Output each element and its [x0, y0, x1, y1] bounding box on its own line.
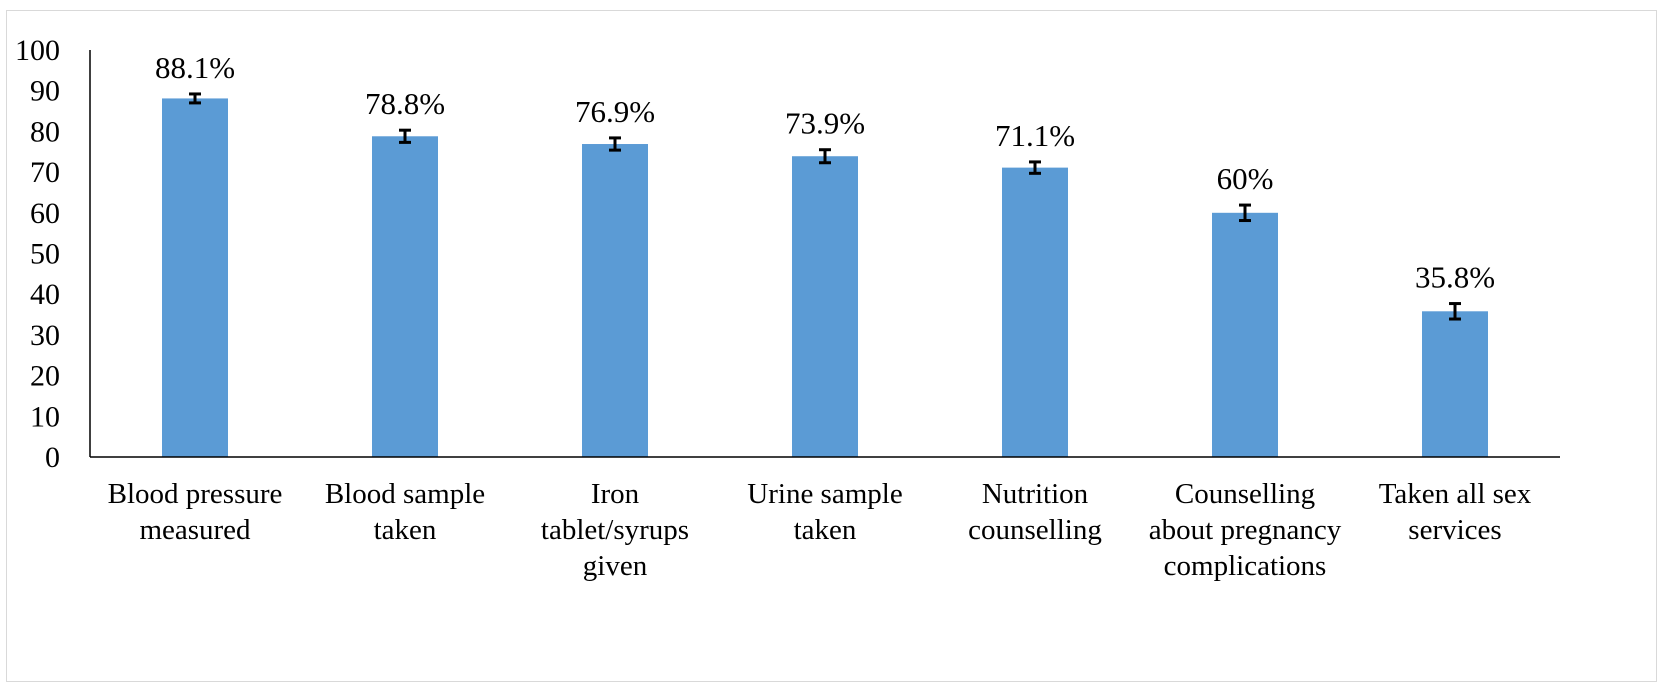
- category-label: Taken all sex: [1379, 478, 1532, 510]
- bar: [1212, 212, 1278, 457]
- bar: [372, 136, 438, 457]
- category-label: Iron: [591, 478, 640, 510]
- data-label: 35.8%: [1415, 260, 1495, 295]
- category-labels: Blood pressure measured Blood sample taken I…: [108, 478, 1532, 582]
- y-axis-ticks: 0 10 20 30 40 50 60 70 80 90 100: [15, 34, 60, 474]
- category-label: measured: [139, 514, 251, 546]
- error-bars: [189, 92, 1461, 321]
- category-label: taken: [374, 514, 437, 546]
- category-label: services: [1408, 514, 1501, 546]
- category-label: given: [583, 550, 648, 582]
- y-tick-label: 50: [30, 238, 60, 271]
- y-tick-label: 70: [30, 156, 60, 189]
- y-tick-label: 40: [30, 278, 60, 311]
- data-label: 78.8%: [365, 86, 445, 121]
- category-label: Blood pressure: [108, 478, 283, 510]
- data-label: 71.1%: [995, 118, 1075, 153]
- y-tick-label: 0: [45, 441, 60, 474]
- bar: [162, 98, 228, 458]
- axes: [89, 50, 1560, 458]
- category-label: Urine sample: [747, 478, 902, 510]
- bar: [792, 156, 858, 458]
- y-tick-label: 90: [30, 75, 60, 108]
- category-label: tablet/syrups: [541, 514, 689, 546]
- category-label: Nutrition: [982, 478, 1089, 510]
- y-tick-label: 10: [30, 400, 60, 433]
- category-label: complications: [1164, 550, 1327, 582]
- bar: [582, 144, 648, 457]
- category-label: taken: [794, 514, 857, 546]
- category-label: about pregnancy: [1149, 514, 1342, 546]
- y-tick-label: 20: [30, 360, 60, 393]
- y-tick-label: 100: [15, 34, 60, 67]
- category-label: Blood sample: [325, 478, 485, 510]
- y-tick-label: 60: [30, 197, 60, 230]
- bar: [1422, 311, 1488, 457]
- category-label: counselling: [968, 514, 1102, 546]
- data-label: 88.1%: [155, 50, 235, 85]
- bar: [1002, 167, 1068, 458]
- y-tick-label: 30: [30, 319, 60, 352]
- data-labels: 88.1% 78.8% 76.9% 73.9% 71.1% 60% 35.8%: [155, 50, 1495, 295]
- data-label: 73.9%: [785, 106, 865, 141]
- y-tick-label: 80: [30, 115, 60, 148]
- bars: [162, 98, 1488, 458]
- data-label: 76.9%: [575, 94, 655, 129]
- category-label: Counselling: [1175, 478, 1315, 510]
- data-label: 60%: [1217, 161, 1274, 196]
